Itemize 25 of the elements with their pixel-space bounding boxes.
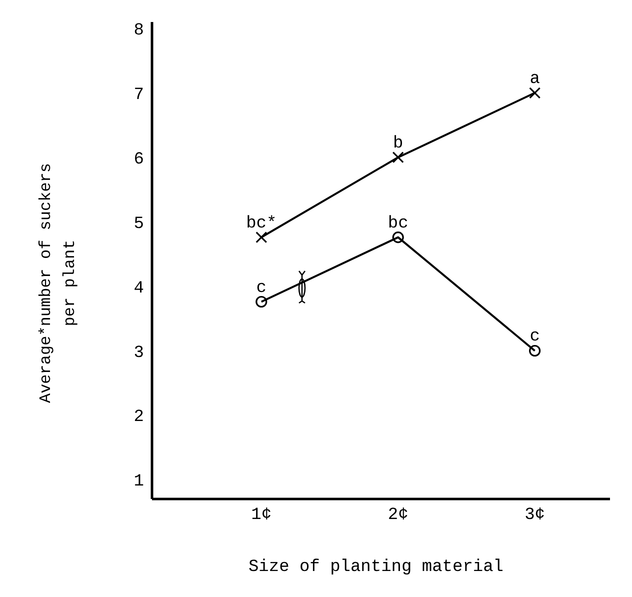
y-tick-label: 1 xyxy=(134,472,144,492)
data-label: c xyxy=(256,278,266,298)
x-tick-label: 1¢ xyxy=(251,506,272,526)
y-tick-label: 4 xyxy=(134,279,144,298)
data-label: a xyxy=(530,70,540,89)
point xyxy=(256,296,268,308)
x-axis-title: Size of planting material xyxy=(247,558,505,577)
point xyxy=(392,152,404,164)
data-label: c xyxy=(530,328,540,347)
x-tick-label: 3¢ xyxy=(524,506,546,526)
data-label: bc xyxy=(388,214,408,234)
y-tick-label: 2 xyxy=(134,408,144,428)
y-tick-label: 6 xyxy=(134,150,144,170)
y-tick-label: 5 xyxy=(134,214,144,234)
y-tick-label: 3 xyxy=(134,344,144,363)
point xyxy=(256,231,268,244)
y-tick-label: 7 xyxy=(134,86,144,105)
y-tick-label: 8 xyxy=(134,21,144,40)
x-tick-label: 2¢ xyxy=(388,506,408,526)
point xyxy=(529,344,541,357)
point xyxy=(529,87,541,99)
point xyxy=(392,231,404,244)
data-label: b xyxy=(392,134,404,154)
data-label: bc* xyxy=(246,214,277,234)
y-axis-title: Average*number of suckers per plant xyxy=(37,162,79,404)
